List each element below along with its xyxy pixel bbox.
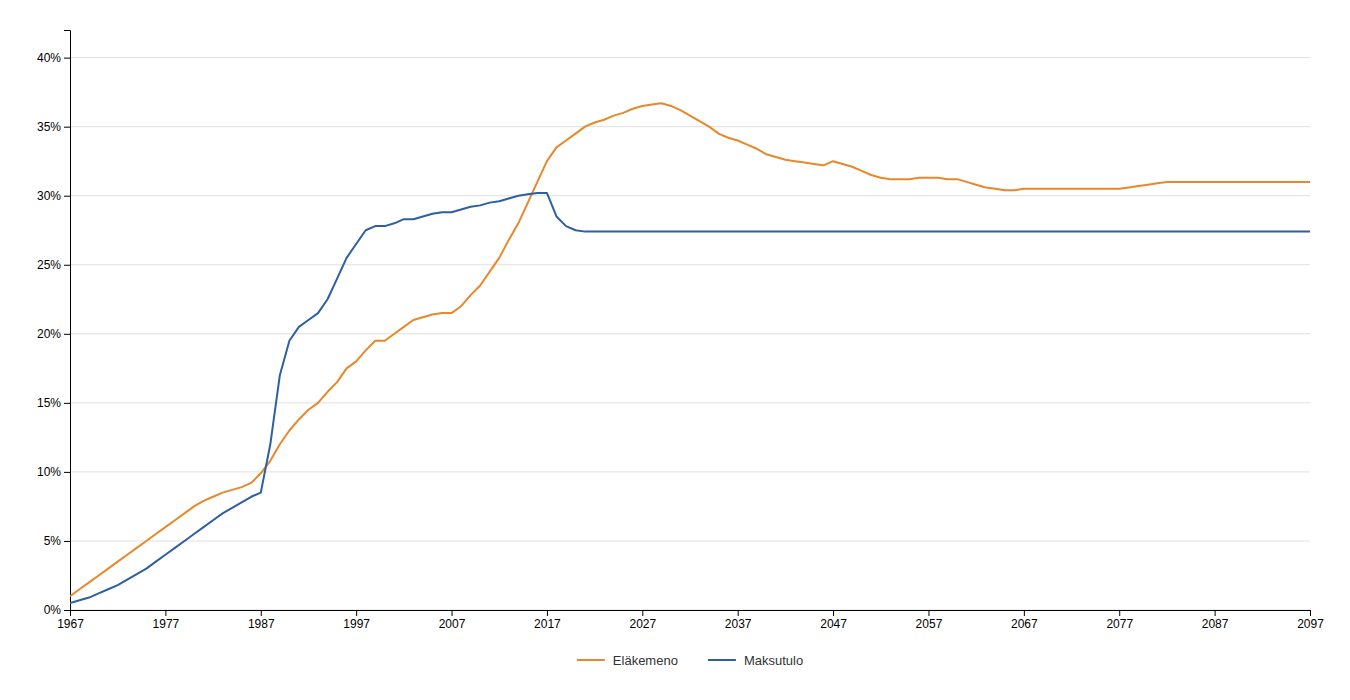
tick-mark: [64, 265, 70, 266]
grid-line: [70, 402, 1310, 403]
legend-label: Maksutulo: [744, 653, 803, 668]
tick-label: 2057: [916, 617, 943, 631]
tick: 2007: [439, 610, 466, 631]
y-axis: 0% 5% 10% 15% 20% 25% 30% 35% 40%: [37, 31, 71, 618]
grid-line: [70, 57, 1310, 58]
x-axis: 1967 1977 1987 1997 2007 2017 2027 2037 2047 2057…: [57, 610, 1324, 631]
tick-mark: [261, 610, 262, 616]
tick: 2097: [1297, 610, 1324, 631]
tick-label: 1997: [343, 617, 370, 631]
tick: 35%: [37, 120, 70, 134]
legend-item: Maksutulo: [708, 653, 803, 668]
legend-swatch: [577, 659, 605, 661]
tick: 5%: [44, 534, 70, 548]
tick: 1977: [153, 610, 180, 631]
tick-mark: [356, 610, 357, 616]
tick-label: 1977: [153, 617, 180, 631]
tick: 20%: [37, 327, 70, 341]
tick-mark: [928, 610, 929, 616]
tick: 30%: [37, 189, 70, 203]
legend-swatch: [708, 659, 736, 661]
tick-label: 15%: [37, 396, 61, 410]
tick-mark: [452, 610, 453, 616]
tick: 2017: [534, 610, 561, 631]
tick: 2067: [1011, 610, 1038, 631]
tick-mark: [738, 610, 739, 616]
tick-mark: [642, 610, 643, 616]
tick-mark: [1310, 610, 1311, 616]
tick-label: 2027: [629, 617, 656, 631]
tick-mark: [64, 196, 70, 197]
tick-label: 2077: [1106, 617, 1133, 631]
tick-mark: [1119, 610, 1120, 616]
tick-mark: [165, 610, 166, 616]
tick-mark: [64, 127, 70, 128]
series-line: [70, 103, 1310, 596]
series-line: [70, 193, 1310, 603]
grid: [70, 58, 1310, 610]
tick-mark: [833, 610, 834, 616]
tick-label: 2087: [1202, 617, 1229, 631]
tick: 0%: [44, 603, 70, 617]
tick: 1967: [57, 610, 84, 631]
axis-line: [71, 611, 1311, 617]
grid-line: [70, 333, 1310, 334]
tick: 2037: [725, 610, 752, 631]
chart: 1967 1977 1987 1997 2007 2017 2027 2037 2047 2057…: [0, 0, 1350, 700]
tick-mark: [64, 334, 70, 335]
chart-container: 1967 1977 1987 1997 2007 2017 2027 2037 2047 2057…: [0, 0, 1350, 700]
tick: 10%: [37, 465, 70, 479]
tick-mark: [64, 58, 70, 59]
tick-label: 40%: [37, 51, 61, 65]
tick-mark: [1024, 610, 1025, 616]
tick-label: 25%: [37, 258, 61, 272]
tick: 15%: [37, 396, 70, 410]
tick: 25%: [37, 258, 70, 272]
tick-label: 1987: [248, 617, 275, 631]
grid-line: [70, 264, 1310, 265]
grid-line: [70, 126, 1310, 127]
tick: 1997: [343, 610, 370, 631]
legend-item: Eläkemeno: [577, 653, 678, 668]
tick-label: 10%: [37, 465, 61, 479]
tick: 2057: [916, 610, 943, 631]
tick-label: 35%: [37, 120, 61, 134]
tick-mark: [64, 472, 70, 473]
legend: Eläkemeno Maksutulo: [577, 653, 803, 668]
tick-mark: [64, 541, 70, 542]
tick-mark: [64, 610, 70, 611]
tick: 2047: [820, 610, 847, 631]
tick-label: 30%: [37, 189, 61, 203]
tick-label: 2047: [820, 617, 847, 631]
legend-label: Eläkemeno: [613, 653, 678, 668]
grid-line: [70, 471, 1310, 472]
tick-label: 2017: [534, 617, 561, 631]
tick-label: 2097: [1297, 617, 1324, 631]
grid-line: [70, 540, 1310, 541]
tick-label: 20%: [37, 327, 61, 341]
tick: 40%: [37, 51, 70, 65]
tick: 2087: [1202, 610, 1229, 631]
tick-label: 2037: [725, 617, 752, 631]
tick: 2077: [1106, 610, 1133, 631]
tick-mark: [547, 610, 548, 616]
plot-area: [70, 103, 1310, 603]
tick-label: 0%: [44, 603, 62, 617]
grid-line: [70, 195, 1310, 196]
tick-mark: [64, 403, 70, 404]
tick-label: 5%: [44, 534, 62, 548]
tick-label: 1967: [57, 617, 84, 631]
axis-line: [64, 31, 71, 611]
tick-mark: [1215, 610, 1216, 616]
tick: 1987: [248, 610, 275, 631]
tick-label: 2067: [1011, 617, 1038, 631]
tick-label: 2007: [439, 617, 466, 631]
tick: 2027: [629, 610, 656, 631]
